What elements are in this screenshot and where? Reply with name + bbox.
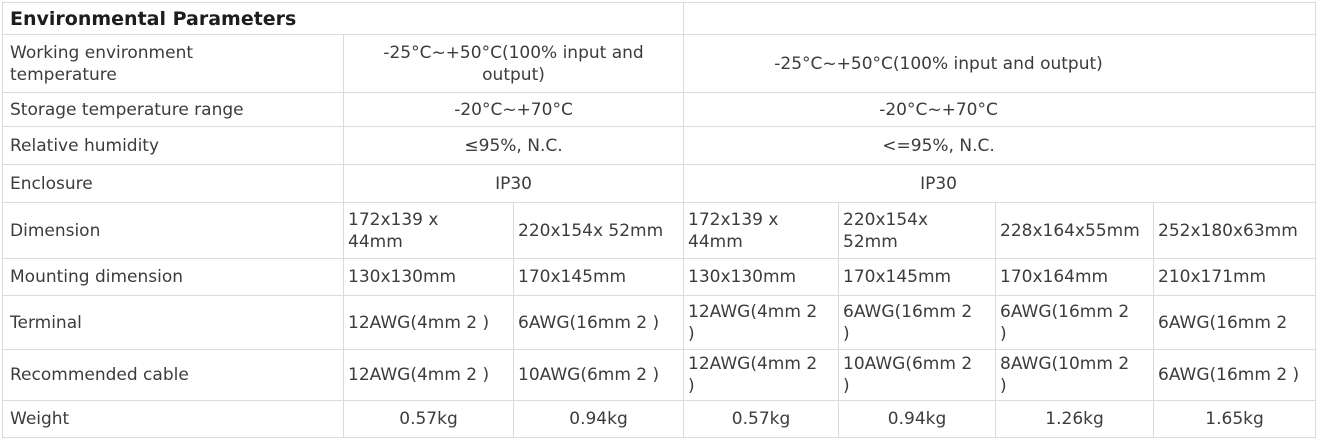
mounting-dimension-cell-2: 170x145mm <box>512 258 685 296</box>
storage-temperature-label: Storage temperature range <box>2 92 344 127</box>
mounting-dimension-label: Mounting dimension <box>2 258 344 296</box>
row-mounting-dimension: Mounting dimension 130x130mm 170x145mm 1… <box>2 258 1317 296</box>
storage-temperature-right-value: -20°C~+70°C <box>683 92 1317 127</box>
recommended-cable-cell-4: 10AWG(6mm 2 ) <box>838 349 997 401</box>
working-temperature-right-value: -25°C~+50°C(100% input and output) <box>683 34 1317 93</box>
recommended-cable-cell-2: 10AWG(6mm 2 ) <box>512 349 685 401</box>
row-working-environment-temperature: Working environment temperature -25°C~+5… <box>2 34 1317 93</box>
row-recommended-cable: Recommended cable 12AWG(4mm 2 ) 10AWG(6m… <box>2 349 1317 401</box>
terminal-cell-2: 6AWG(16mm 2 ) <box>512 295 685 350</box>
dimension-cell-1: 172x139 x 44mm <box>343 202 514 259</box>
enclosure-left-value: IP30 <box>342 164 685 203</box>
weight-cell-2: 0.94kg <box>512 400 685 438</box>
mounting-dimension-cell-1: 130x130mm <box>343 258 514 296</box>
row-weight: Weight 0.57kg 0.94kg 0.57kg 0.94kg 1.26k… <box>2 400 1317 438</box>
recommended-cable-cell-6: 6AWG(16mm 2 ) <box>1153 349 1317 401</box>
recommended-cable-cell-1: 12AWG(4mm 2 ) <box>343 349 514 401</box>
recommended-cable-cell-3: 12AWG(4mm 2 ) <box>683 349 840 401</box>
recommended-cable-cell-5: 8AWG(10mm 2 ) <box>995 349 1155 401</box>
relative-humidity-right-value: <=95%, N.C. <box>683 126 1317 165</box>
weight-cell-5: 1.26kg <box>995 400 1155 438</box>
terminal-label: Terminal <box>2 295 344 350</box>
dimension-cell-3: 172x139 x 44mm <box>683 202 840 259</box>
relative-humidity-left-value: ≤95%, N.C. <box>342 126 685 165</box>
enclosure-right-value: IP30 <box>683 164 1317 203</box>
mounting-dimension-cell-4: 170x145mm <box>838 258 997 296</box>
weight-cell-4: 0.94kg <box>838 400 997 438</box>
relative-humidity-label: Relative humidity <box>2 126 344 165</box>
storage-temperature-left-value: -20°C~+70°C <box>342 92 685 127</box>
section-title: Environmental Parameters <box>1 2 685 35</box>
terminal-cell-6: 6AWG(16mm 2 <box>1153 295 1317 350</box>
section-title-spacer <box>683 2 1317 35</box>
dimension-cell-4: 220x154x 52mm <box>838 202 997 259</box>
enclosure-label: Enclosure <box>2 164 344 203</box>
section-header-row: Environmental Parameters <box>1 2 1317 35</box>
environmental-parameters-table: Environmental Parameters Working environ… <box>1 2 1317 438</box>
working-temperature-left-value: -25°C~+50°C(100% input and output) <box>342 34 685 93</box>
terminal-cell-5: 6AWG(16mm 2 ) <box>995 295 1155 350</box>
terminal-cell-4: 6AWG(16mm 2 ) <box>838 295 997 350</box>
working-temperature-label: Working environment temperature <box>2 34 344 93</box>
weight-cell-6: 1.65kg <box>1153 400 1317 438</box>
mounting-dimension-cell-6: 210x171mm <box>1153 258 1317 296</box>
weight-cell-1: 0.57kg <box>343 400 514 438</box>
mounting-dimension-cell-5: 170x164mm <box>995 258 1155 296</box>
row-dimension: Dimension 172x139 x 44mm 220x154x 52mm 1… <box>2 202 1317 259</box>
dimension-cell-6: 252x180x63mm <box>1153 202 1317 259</box>
row-relative-humidity: Relative humidity ≤95%, N.C. <=95%, N.C. <box>2 126 1317 165</box>
row-storage-temperature-range: Storage temperature range -20°C~+70°C -2… <box>2 92 1317 127</box>
dimension-cell-5: 228x164x55mm <box>995 202 1155 259</box>
dimension-cell-2: 220x154x 52mm <box>512 202 685 259</box>
row-terminal: Terminal 12AWG(4mm 2 ) 6AWG(16mm 2 ) 12A… <box>2 295 1317 350</box>
recommended-cable-label: Recommended cable <box>2 349 344 401</box>
mounting-dimension-cell-3: 130x130mm <box>683 258 840 296</box>
row-enclosure: Enclosure IP30 IP30 <box>2 164 1317 203</box>
dimension-label: Dimension <box>2 202 344 259</box>
terminal-cell-1: 12AWG(4mm 2 ) <box>343 295 514 350</box>
terminal-cell-3: 12AWG(4mm 2 ) <box>683 295 840 350</box>
weight-cell-3: 0.57kg <box>683 400 840 438</box>
weight-label: Weight <box>2 400 344 438</box>
